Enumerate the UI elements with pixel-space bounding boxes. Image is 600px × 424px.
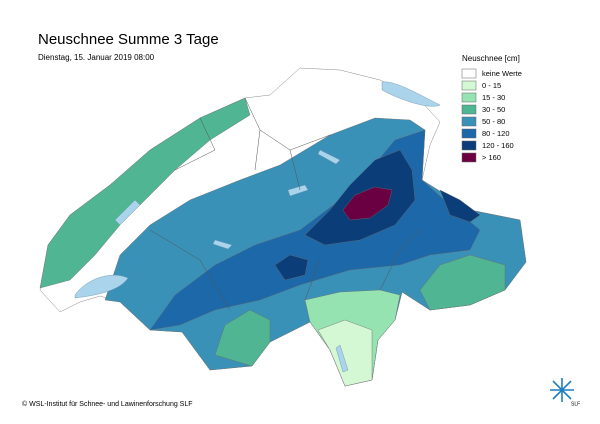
logo-flake [550,378,574,402]
legend-label: 15 - 30 [482,93,505,102]
legend-swatch [461,92,477,103]
legend-swatch [461,152,477,163]
region [39,97,251,289]
legend-swatch [461,80,477,91]
legend-label: > 160 [482,153,501,162]
lake [381,81,441,107]
canton-border [149,97,421,311]
legend-label: keine Werte [482,69,522,78]
legend: keine Werte 0 - 15 15 - 30 30 - 50 50 - 80 80… [461,68,522,163]
lake [335,344,349,373]
legend-swatch [461,128,477,139]
logo [550,378,574,402]
region [214,309,271,367]
lake [317,149,341,165]
map-date: Dienstag, 15. Januar 2019 08:00 [38,53,155,62]
legend-label: 120 - 160 [482,141,514,150]
map-title: Neuschnee Summe 3 Tage [38,31,219,48]
region [342,186,393,221]
legend-swatch [461,104,477,115]
region [317,319,373,387]
map [39,67,527,387]
legend-swatch [461,116,477,127]
region [419,254,506,311]
lake [212,239,233,250]
lake [74,274,129,299]
lake [114,199,141,226]
logo-text: SLF [571,401,580,407]
legend-label: 0 - 15 [482,81,501,90]
copyright: © WSL-Institut für Schnee- und Lawinenfo… [22,400,193,408]
region [274,254,309,281]
legend-swatch [461,140,477,151]
legend-label: 50 - 80 [482,117,505,126]
legend-label: 80 - 120 [482,129,510,138]
legend-title: Neuschnee [cm] [462,54,520,63]
legend-swatch [461,68,477,79]
region [439,189,481,223]
legend-label: 30 - 50 [482,105,505,114]
